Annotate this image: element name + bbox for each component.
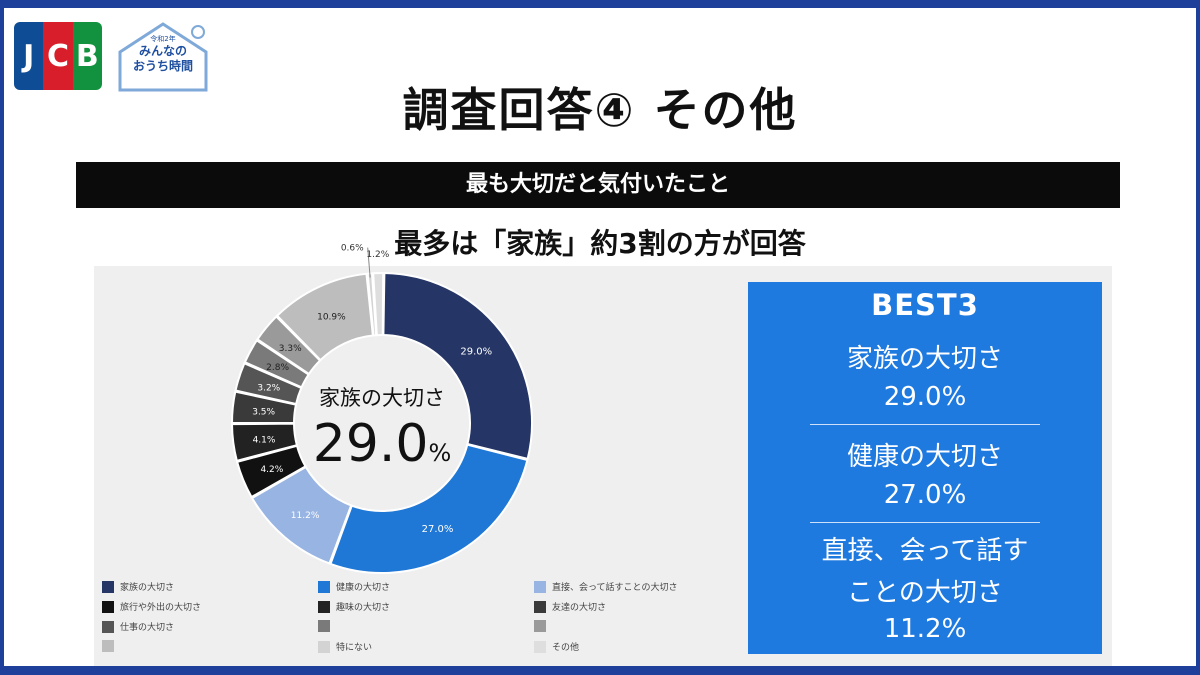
donut-leader-line-11 xyxy=(367,247,371,278)
legend-swatch-12 xyxy=(534,640,546,653)
legend-label-1: 家族の大切さ xyxy=(120,583,175,593)
donut-center-number: 29.0 xyxy=(312,414,429,474)
legend-swatch-4 xyxy=(102,600,114,613)
donut-slice-label-11: 0.6% xyxy=(341,244,364,254)
legend-item-3: 直接、会って話すことの大切さ xyxy=(534,580,677,593)
donut-slice-label-5: 4.1% xyxy=(253,436,276,446)
page-subtitle: 最多は「家族」約3割の方が回答 xyxy=(394,227,806,260)
legend-swatch-3 xyxy=(534,580,546,593)
jcb-logo: J C B xyxy=(14,22,102,90)
legend-swatch-5 xyxy=(318,600,330,613)
section-banner: 最も大切だと気付いたこと xyxy=(76,162,1120,208)
best3-separator-1 xyxy=(810,424,1040,425)
legend-swatch-1 xyxy=(102,580,114,593)
donut-slice-label-4: 4.2% xyxy=(260,465,283,475)
best3-item-2-name: 健康の大切さ xyxy=(846,442,1003,472)
donut-slice-label-3: 11.2% xyxy=(291,511,320,521)
frame-top-bar xyxy=(0,0,1200,8)
legend-swatch-8 xyxy=(318,620,330,632)
donut-center-unit: % xyxy=(428,439,452,467)
best3-box: BEST3 家族の大切さ 29.0% 健康の大切さ 27.0% 直接、会って話す… xyxy=(748,282,1102,654)
legend-item-2: 健康の大切さ xyxy=(318,580,390,593)
donut-slice-10 xyxy=(275,272,374,362)
legend-item-4: 旅行や外出の大切さ xyxy=(102,600,201,613)
jcb-logo-c: C xyxy=(43,22,73,90)
donut-slice-label-2: 27.0% xyxy=(422,524,454,535)
donut-slice-label-6: 3.5% xyxy=(252,407,275,417)
donut-center-label: 家族の大切さ xyxy=(319,386,445,410)
legend-item-6: 友達の大切さ xyxy=(534,600,606,613)
legend-label-11: 特にない xyxy=(336,643,373,653)
donut-slice-label-7: 3.2% xyxy=(257,383,280,393)
legend-swatch-6 xyxy=(534,600,546,613)
legend-swatch-9 xyxy=(534,620,546,632)
legend-label-5: 趣味の大切さ xyxy=(336,603,391,613)
page-title: 調査回答④ その他 xyxy=(402,83,798,137)
donut-slice-label-10: 10.9% xyxy=(317,312,346,322)
legend-label-12: その他 xyxy=(552,643,580,653)
frame-left-bar xyxy=(0,0,4,675)
legend-swatch-7 xyxy=(102,620,114,633)
legend-label-3: 直接、会って話すことの大切さ xyxy=(552,583,678,593)
donut-slice-label-9: 3.3% xyxy=(279,344,302,354)
best3-item-2-value: 27.0% xyxy=(883,480,967,510)
best3-item-3-value: 11.2% xyxy=(883,614,967,644)
legend-item-8 xyxy=(318,620,336,632)
legend-label-6: 友達の大切さ xyxy=(552,603,607,613)
legend-item-10 xyxy=(102,640,120,652)
donut-slice-1 xyxy=(382,272,533,461)
legend-item-11: 特にない xyxy=(318,640,372,653)
donut-slice-label-1: 29.0% xyxy=(460,346,492,357)
donut-center-value: 29.0% xyxy=(282,414,482,474)
legend-item-1: 家族の大切さ xyxy=(102,580,174,593)
best3-item-1-value: 29.0% xyxy=(883,382,967,412)
legend-swatch-11 xyxy=(318,640,330,653)
donut-slice-label-8: 2.8% xyxy=(266,363,289,373)
legend-item-9 xyxy=(534,620,552,632)
jcb-logo-j: J xyxy=(14,22,44,90)
legend-label-4: 旅行や外出の大切さ xyxy=(120,603,202,613)
legend-label-7: 仕事の大切さ xyxy=(120,623,175,633)
legend-swatch-2 xyxy=(318,580,330,593)
best3-title: BEST3 xyxy=(871,288,979,322)
legend-swatch-10 xyxy=(102,640,114,652)
house-logo-icon xyxy=(118,22,208,92)
frame-right-bar xyxy=(1196,0,1200,675)
donut-slice-label-12: 1.2% xyxy=(366,250,389,260)
campaign-logo-small: 令和2年 xyxy=(150,35,176,43)
legend-label-2: 健康の大切さ xyxy=(336,583,391,593)
best3-item-3-name-line1: 直接、会って話す xyxy=(821,536,1029,566)
legend-item-12: その他 xyxy=(534,640,579,653)
legend-item-7: 仕事の大切さ xyxy=(102,620,174,633)
campaign-logo-line2: おうち時間 xyxy=(132,59,193,73)
campaign-logo-line1: みんなの xyxy=(138,44,187,58)
legend-item-5: 趣味の大切さ xyxy=(318,600,390,613)
donut-slice-3 xyxy=(250,465,353,565)
jcb-logo-b: B xyxy=(72,22,102,90)
best3-item-1-name: 家族の大切さ xyxy=(846,344,1003,374)
best3-separator-2 xyxy=(810,522,1040,523)
donut-slice-2 xyxy=(329,443,529,574)
campaign-logo-text: みんなの おうち時間 xyxy=(118,44,208,74)
best3-item-3-name-line2: ことの大切さ xyxy=(847,578,1003,608)
donut-slice-12 xyxy=(372,272,385,337)
frame-bottom-bar xyxy=(0,666,1200,675)
